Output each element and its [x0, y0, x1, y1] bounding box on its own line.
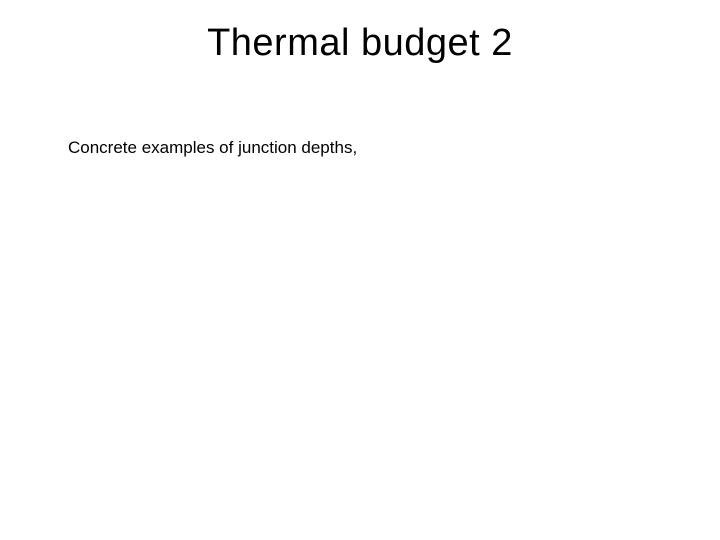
slide-title: Thermal budget 2 — [0, 22, 720, 65]
slide-body-text: Concrete examples of junction depths, — [68, 138, 357, 158]
